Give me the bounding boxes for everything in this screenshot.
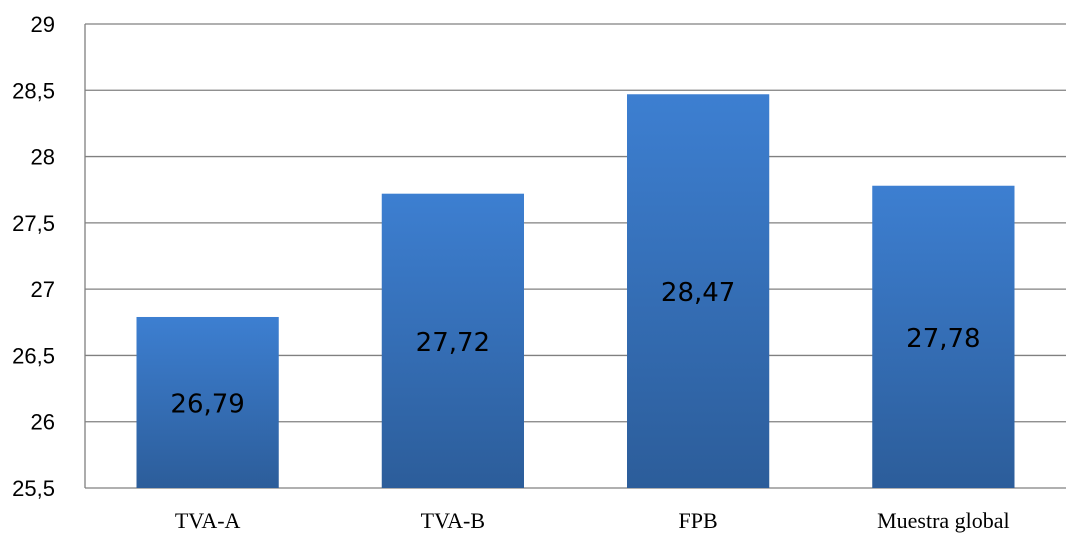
x-tick-label: TVA-A (175, 508, 241, 533)
y-tick-label: 25,5 (12, 476, 55, 501)
x-tick-label: TVA-B (421, 508, 485, 533)
x-tick-label: Muestra global (877, 508, 1010, 533)
bar (136, 316, 279, 488)
x-axis-ticks: TVA-A TVA-B FPB Muestra global (175, 508, 1010, 533)
y-tick-label: 26,5 (12, 343, 55, 368)
x-tick-label: FPB (679, 508, 718, 533)
data-label: 27,78 (906, 324, 980, 354)
bar (381, 193, 524, 489)
y-tick-label: 26 (31, 410, 55, 435)
data-label: 27,72 (416, 328, 490, 358)
y-tick-label: 29 (31, 12, 55, 37)
y-tick-label: 27 (31, 277, 55, 302)
bar (872, 185, 1015, 489)
y-tick-label: 28 (31, 145, 55, 170)
data-label: 28,47 (661, 278, 735, 308)
bar (627, 94, 770, 489)
data-labels: 26,79 27,72 28,47 27,78 (170, 278, 980, 419)
bars (136, 94, 1015, 489)
y-tick-label: 27,5 (12, 211, 55, 236)
y-tick-label: 28,5 (12, 78, 55, 103)
y-axis-ticks: 25,5 26 26,5 27 27,5 28 28,5 29 (12, 12, 55, 501)
data-label: 26,79 (170, 389, 244, 419)
